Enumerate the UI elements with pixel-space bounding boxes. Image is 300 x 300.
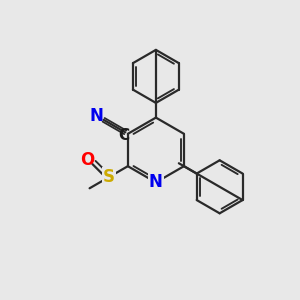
Text: N: N bbox=[89, 107, 103, 125]
Text: C: C bbox=[118, 128, 129, 143]
Text: N: N bbox=[149, 173, 163, 191]
Text: O: O bbox=[80, 151, 94, 169]
Text: S: S bbox=[103, 168, 115, 186]
